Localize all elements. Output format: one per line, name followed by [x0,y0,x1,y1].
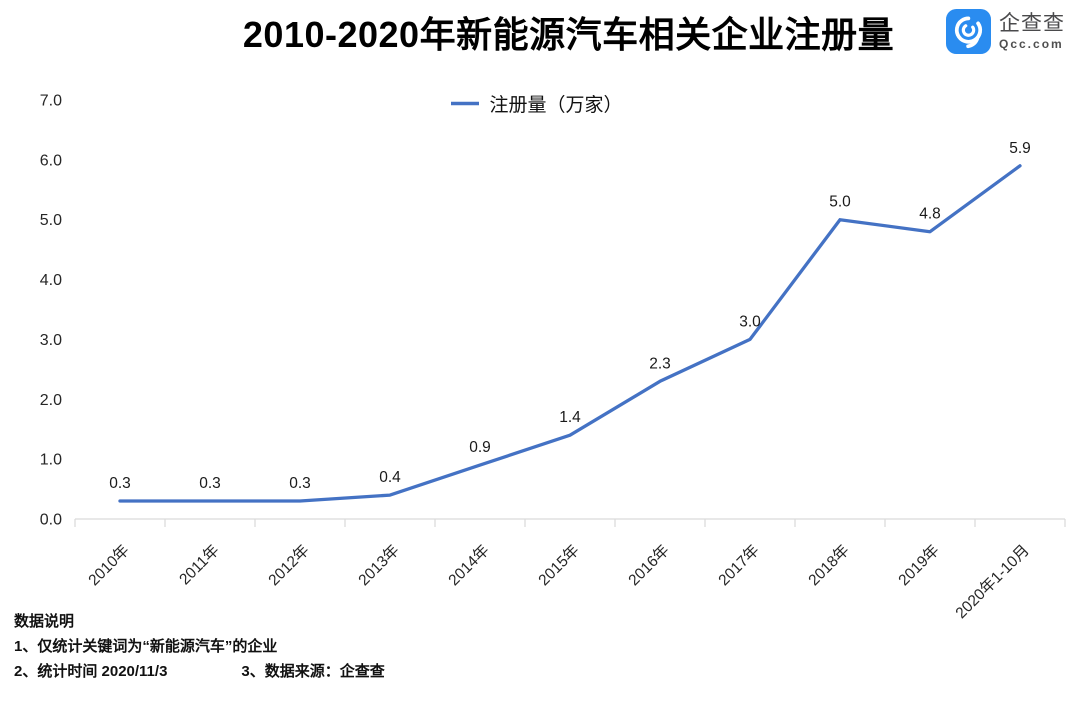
notes-data-source: 3、数据来源：企查查 [241,663,385,680]
y-tick-label: 7.0 [40,93,62,110]
logo-domain: Qcc.com [999,36,1064,51]
x-tick-label: 2012年 [265,541,313,589]
x-tick-label: 2018年 [805,541,853,589]
x-tick-label: 2010年 [85,541,133,589]
series-line [118,164,1022,503]
y-tick-label: 6.0 [40,152,62,169]
x-tick-label: 2019年 [895,541,943,589]
chart-legend: 注册量（万家） [0,90,1073,117]
notes-heading: 数据说明 [14,613,75,630]
data-label: 0.3 [289,475,311,492]
x-tick-label: 2017年 [715,541,763,589]
y-tick-label: 2.0 [40,392,62,409]
data-label: 2.3 [649,355,671,372]
line-chart: 0.0 1.0 2.0 3.0 4.0 5.0 6.0 7.0 2010年 2011年 2012年 2… [40,93,1066,622]
page-title: 2010-2020年新能源汽车相关企业注册量 [242,14,895,55]
qcc-logo[interactable]: 企查查 Qcc.com [946,9,1065,54]
x-tick-label: 2020年1-10月 [952,541,1033,622]
data-label: 4.8 [919,206,941,223]
x-tick-label: 2014年 [445,541,493,589]
qcc-magnifier-icon [946,9,991,54]
x-tick-label: 2013年 [355,541,403,589]
notes-stat-time: 2、统计时间 2020/11/3 [14,663,168,680]
data-label: 0.4 [379,469,401,486]
data-label: 5.0 [829,194,851,211]
legend-series-label: 注册量（万家） [489,95,623,116]
data-notes: 数据说明 1、仅统计关键词为“新能源汽车”的企业 2、统计时间 2020/11/… [14,609,385,684]
notes-line2: 2、统计时间 2020/11/3 3、数据来源：企查查 [14,659,385,684]
data-label: 0.9 [469,439,491,456]
x-tick-label: 2011年 [176,541,223,588]
y-tick-label: 1.0 [40,452,62,469]
logo-company-name: 企查查 [999,11,1065,35]
y-tick-label: 4.0 [40,272,62,289]
y-tick-label: 5.0 [40,212,62,229]
x-tick-label: 2016年 [625,541,673,589]
data-label: 0.3 [109,475,131,492]
y-tick-label: 0.0 [40,512,62,529]
notes-line1: 1、仅统计关键词为“新能源汽车”的企业 [14,638,278,655]
legend-line-swatch [451,101,480,106]
qcc-logo-text: 企查查 Qcc.com [999,11,1065,51]
data-label: 5.9 [1009,140,1031,157]
y-tick-label: 3.0 [40,332,62,349]
data-label: 0.3 [199,475,221,492]
data-label: 3.0 [739,313,761,330]
data-label: 1.4 [559,409,581,426]
x-tick-label: 2015年 [535,541,583,589]
